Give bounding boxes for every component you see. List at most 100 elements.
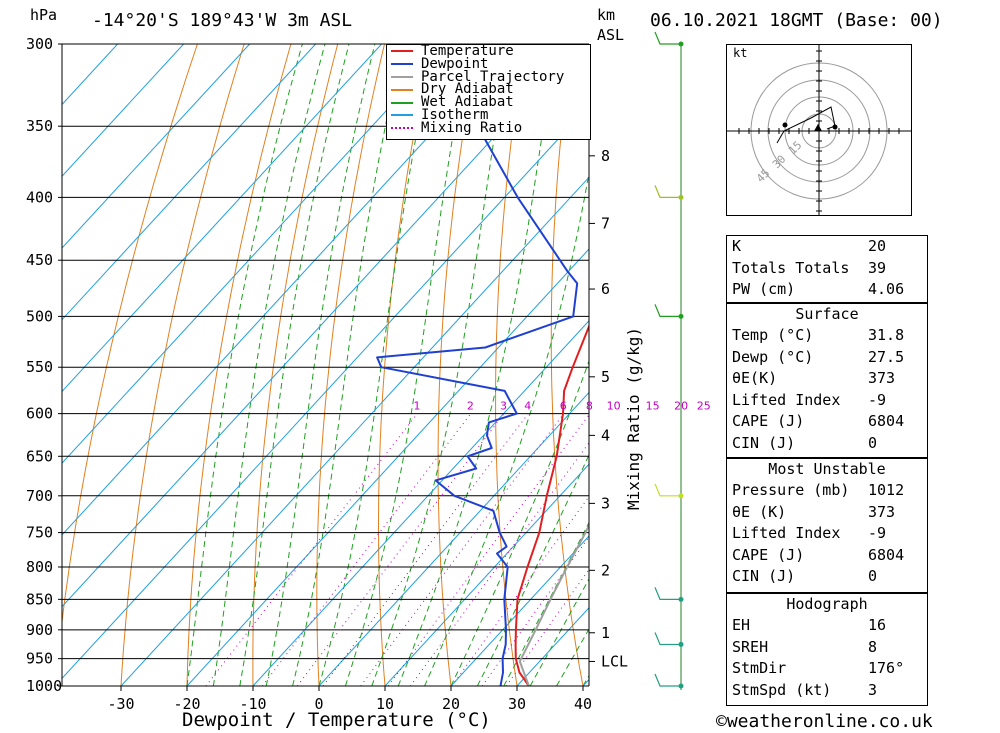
mixing-ratio-line	[360, 413, 565, 686]
pressure-tick-label: 1000	[26, 677, 62, 695]
indices-value: 39	[868, 258, 887, 277]
wet-adiabat-line	[186, 44, 303, 686]
legend-item: Wet Adiabat	[387, 94, 590, 111]
indices-section-title: Most Unstable	[768, 460, 886, 478]
indices-value: 373	[868, 502, 896, 521]
km-tick-label: 8	[601, 147, 610, 165]
location-title: -14°20'S 189°43'W 3m ASL	[92, 10, 353, 31]
pressure-tick-label: 950	[26, 650, 53, 668]
mixing-ratio-label: 6	[560, 400, 567, 413]
legend-item: Isotherm	[387, 108, 590, 122]
mixing-ratio-label: 2	[467, 400, 474, 413]
km-tick-label: LCL	[601, 652, 628, 670]
mixing-ratio-line	[409, 442, 589, 686]
indices-value: 27.5	[868, 347, 905, 366]
x-tick-label: 40	[574, 695, 592, 713]
x-axis-title: Dewpoint / Temperature (°C)	[182, 709, 491, 731]
indices-row: CIN (J) 0	[727, 566, 927, 588]
mixing-ratio-line	[481, 536, 589, 686]
legend-label: Parcel Trajectory	[421, 68, 565, 85]
chart-legend: Temperature Dewpoint Parcel Trajectory Dry …	[386, 44, 591, 140]
hodograph-ring-label: 15	[786, 139, 805, 158]
mixing-ratio-label: 4	[524, 400, 531, 413]
mixing-ratio-line	[387, 413, 589, 686]
indices-row: SREH 8	[727, 637, 927, 659]
dry-adiabat-line	[62, 44, 198, 626]
dewpoint-series	[376, 44, 579, 686]
indices-label: Totals Totals	[732, 258, 850, 277]
x-tick-label: -30	[107, 695, 134, 713]
indices-label: Lifted Index	[732, 524, 841, 542]
isotherm-line	[120, 176, 589, 686]
hodograph-ring-label: 30	[770, 153, 789, 172]
datetime-title: 06.10.2021 18GMT (Base: 00)	[650, 10, 943, 31]
legend-label: Dry Adiabat	[421, 81, 514, 98]
indices-label: StmDir	[732, 659, 787, 677]
isotherm-line	[384, 463, 589, 686]
indices-section-title: Surface	[795, 305, 859, 323]
wind-barb	[654, 304, 681, 317]
indices-label: StmSpd (kt)	[732, 680, 832, 699]
x-tick-label: 30	[508, 695, 526, 713]
asl-label: ASL	[597, 26, 625, 44]
indices-most-unstable: Most Unstable Pressure (mb) 1012 θE (K) 373 L…	[726, 458, 928, 593]
wet-adiabat-line	[476, 453, 589, 686]
legend-item: Parcel Trajectory	[387, 68, 590, 85]
dry-adiabat-line	[658, 44, 716, 686]
km-tick-label: 3	[601, 494, 610, 512]
wet-adiabat-line	[397, 44, 557, 686]
indices-label: SREH	[732, 637, 769, 656]
legend-item: Temperature	[387, 44, 590, 58]
legend-swatch	[391, 127, 413, 130]
mixing-ratio-line	[451, 495, 589, 686]
indices-row: PW (cm) 4.06	[727, 279, 927, 301]
wet-adiabat-line	[503, 521, 589, 686]
wind-barb	[654, 632, 681, 646]
indices-row: CAPE (J) 6804	[727, 545, 927, 567]
legend-label: Wet Adiabat	[421, 94, 514, 111]
wet-adiabat-line	[371, 44, 511, 686]
isotherm-line	[252, 320, 589, 686]
indices-value: 1012	[868, 481, 905, 499]
indices-row: Totals Totals 39	[727, 258, 927, 280]
indices-row: Lifted Index -9	[727, 523, 927, 545]
indices-label: Temp (°C)	[732, 326, 814, 344]
indices-value: -9	[868, 390, 887, 409]
legend-swatch	[391, 88, 413, 91]
indices-label: K	[732, 237, 742, 255]
pressure-tick-label: 500	[26, 307, 53, 325]
pressure-tick-label: 550	[26, 358, 53, 376]
legend-swatch	[391, 63, 413, 66]
temperature-series	[514, 323, 589, 686]
hodograph-point	[832, 124, 838, 130]
indices-label: θE (K)	[732, 502, 787, 521]
hodograph-unit: kt	[733, 46, 748, 60]
legend-label: Dewpoint	[421, 55, 489, 72]
indices-section-title: Hodograph	[786, 595, 868, 613]
legend-swatch	[391, 114, 413, 117]
pressure-tick-label: 850	[26, 590, 53, 608]
mixing-ratio-line	[322, 413, 529, 686]
km-tick-label: 5	[601, 368, 610, 386]
indices-label: Pressure (mb)	[732, 481, 850, 499]
indices-row: StmSpd (kt) 3	[727, 680, 927, 702]
dry-adiabat-line	[946, 44, 1000, 686]
indices-value: 6804	[868, 545, 905, 564]
indices-row: θE(K) 373	[727, 368, 927, 390]
indices-row: Lifted Index -9	[727, 390, 927, 412]
storm-motion-marker	[814, 124, 822, 131]
isotherm-line	[186, 248, 589, 686]
pressure-tick-label: 800	[26, 558, 53, 576]
pressure-unit-label: hPa	[30, 6, 58, 24]
legend-swatch	[391, 75, 413, 78]
dry-adiabat-line	[993, 44, 1000, 686]
indices-row: EH 16	[727, 615, 927, 637]
mixing-ratio-label: 8	[586, 400, 593, 413]
wind-barb	[654, 31, 681, 45]
wet-adiabat-line	[318, 44, 435, 686]
indices-label: Dewp (°C)	[732, 347, 814, 366]
dry-adiabat-line	[437, 44, 479, 686]
indices-row: Dewp (°C) 27.5	[727, 347, 927, 369]
indices-value: 31.8	[868, 326, 905, 344]
copyright[interactable]: ©weatheronline.co.uk	[716, 711, 933, 732]
